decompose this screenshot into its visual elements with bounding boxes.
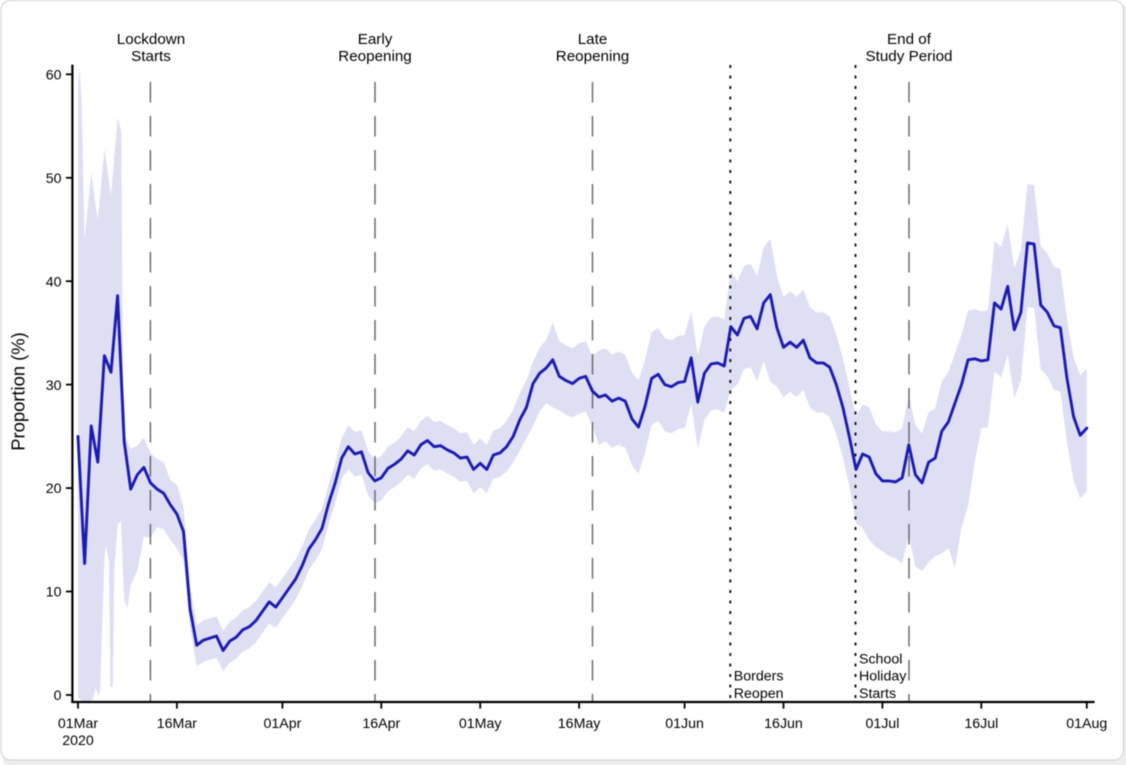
svg-text:20: 20 [46, 481, 62, 497]
svg-text:01May: 01May [459, 716, 502, 732]
svg-text:10: 10 [46, 585, 62, 601]
svg-text:Late: Late [578, 31, 608, 48]
svg-text:01Jun: 01Jun [665, 716, 704, 732]
svg-text:Study Period: Study Period [866, 48, 953, 65]
svg-text:Reopen: Reopen [734, 686, 784, 702]
svg-text:Lockdown: Lockdown [117, 31, 185, 48]
svg-text:40: 40 [46, 274, 62, 290]
svg-text:30: 30 [46, 378, 62, 394]
svg-text:16Jun: 16Jun [764, 716, 803, 732]
svg-text:Reopening: Reopening [338, 48, 411, 65]
svg-text:Starts: Starts [859, 686, 896, 702]
svg-text:Early: Early [358, 31, 393, 48]
svg-text:16Mar: 16Mar [157, 716, 197, 732]
svg-text:End of: End of [887, 31, 932, 48]
svg-text:16Apr: 16Apr [362, 716, 400, 732]
svg-text:School: School [859, 652, 902, 668]
svg-text:16Jul: 16Jul [964, 716, 998, 732]
svg-text:01Aug: 01Aug [1066, 716, 1107, 732]
svg-text:50: 50 [46, 171, 62, 187]
svg-text:01Apr: 01Apr [263, 716, 301, 732]
svg-text:01Jul: 01Jul [865, 716, 899, 732]
svg-text:60: 60 [46, 67, 62, 83]
svg-text:Borders: Borders [734, 669, 784, 685]
svg-text:0: 0 [54, 688, 62, 704]
svg-text:Proportion (%): Proportion (%) [8, 332, 29, 451]
svg-text:Starts: Starts [131, 48, 171, 65]
svg-text:01Mar: 01Mar [58, 716, 98, 732]
svg-text:2020: 2020 [62, 733, 94, 749]
svg-text:Reopening: Reopening [556, 48, 629, 65]
svg-text:16May: 16May [558, 716, 601, 732]
svg-text:Holiday: Holiday [859, 669, 907, 685]
